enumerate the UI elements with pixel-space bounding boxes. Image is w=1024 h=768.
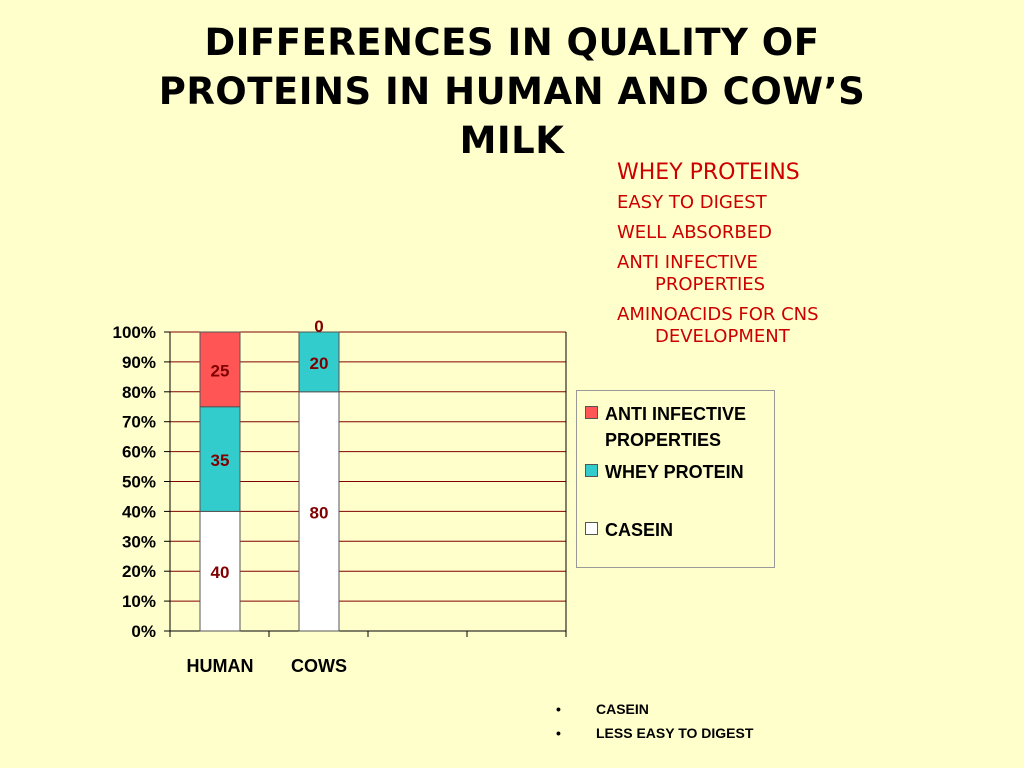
whey-item-line: EASY TO DIGEST <box>617 192 767 213</box>
whey-proteins-box: WHEY PROTEINS EASY TO DIGEST WELL ABSORB… <box>617 158 917 356</box>
bar-segment-2 <box>199 331 241 408</box>
x-category-label: HUMAN <box>187 656 254 676</box>
bullet-item: • CASEIN <box>556 697 753 721</box>
y-tick-label: 50% <box>122 473 156 492</box>
bullet-item: • LESS EASY TO DIGEST <box>556 721 753 745</box>
legend-swatch-anti-infective <box>585 406 598 419</box>
whey-item-line: AMINOACIDS FOR CNS <box>617 304 819 325</box>
legend-item-anti-infective: ANTI INFECTIVE PROPERTIES <box>585 401 775 453</box>
legend-label: ANTI INFECTIVE PROPERTIES <box>605 404 747 450</box>
bullet-text: LESS EASY TO DIGEST <box>596 725 754 741</box>
bar-segment-0 <box>298 391 340 632</box>
bullet-dot: • <box>556 725 561 741</box>
legend-swatch-casein <box>585 522 598 535</box>
y-tick-label: 40% <box>122 502 156 521</box>
y-tick-label: 0% <box>131 622 156 641</box>
data-label: 80 <box>310 503 329 522</box>
y-tick-label: 30% <box>122 532 156 551</box>
data-label: 40 <box>211 563 230 582</box>
legend-item-casein: CASEIN <box>585 517 775 543</box>
y-tick-label: 10% <box>122 592 156 611</box>
bar-segment-1 <box>199 406 241 512</box>
whey-item-continuation: DEVELOPMENT <box>655 326 790 347</box>
legend-swatch-whey <box>585 464 598 477</box>
bullet-text: CASEIN <box>596 701 649 717</box>
chart-legend: ANTI INFECTIVE PROPERTIES WHEY PROTEIN C… <box>576 390 775 568</box>
data-label: 25 <box>211 361 230 380</box>
y-tick-label: 70% <box>122 413 156 432</box>
data-label: 0 <box>314 317 323 336</box>
y-tick-label: 60% <box>122 443 156 462</box>
whey-item: AMINOACIDS FOR CNS DEVELOPMENT <box>617 304 917 348</box>
whey-item: EASY TO DIGEST <box>617 192 917 214</box>
data-label: 20 <box>310 354 329 373</box>
whey-heading: WHEY PROTEINS <box>617 160 800 185</box>
whey-item: WELL ABSORBED <box>617 222 917 244</box>
y-tick-label: 100% <box>113 323 156 342</box>
y-tick-label: 80% <box>122 383 156 402</box>
whey-item-line: WELL ABSORBED <box>617 222 772 243</box>
whey-item-line: ANTI INFECTIVE <box>617 252 758 273</box>
x-category-label: COWS <box>291 656 347 676</box>
y-tick-label: 20% <box>122 562 156 581</box>
data-label: 35 <box>211 451 230 470</box>
whey-item-continuation: PROPERTIES <box>655 274 766 295</box>
y-tick-label: 90% <box>122 353 156 372</box>
bar-segment-1 <box>298 331 340 393</box>
page-title: DIFFERENCES IN QUALITY OF PROTEINS IN HU… <box>158 21 866 162</box>
legend-item-whey: WHEY PROTEIN <box>585 459 775 485</box>
bullet-dot: • <box>556 701 561 717</box>
legend-label: CASEIN <box>605 520 674 540</box>
whey-item: ANTI INFECTIVE PROPERTIES <box>617 252 917 296</box>
legend-label: WHEY PROTEIN <box>605 462 744 482</box>
bottom-bullet-list: • CASEIN • LESS EASY TO DIGEST <box>556 697 753 745</box>
